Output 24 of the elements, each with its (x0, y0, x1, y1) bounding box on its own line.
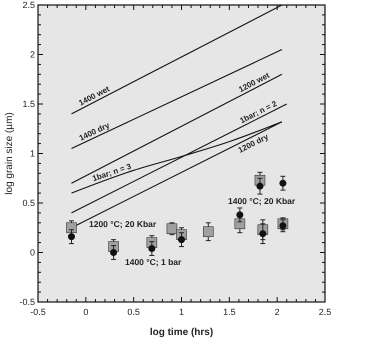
x-tick-label: 1.5 (223, 307, 236, 317)
annotation: 1400 °C; 1 bar (125, 257, 182, 267)
text: 1200 dry (236, 132, 270, 155)
x-tick-label: 2 (274, 307, 280, 317)
annotation: 1200 °C; 20 Kbar (89, 219, 157, 229)
x-tick-label: 1 (178, 307, 184, 317)
x-axis-title: log time (hrs) (150, 327, 214, 338)
y-tick-label: 0.5 (22, 198, 35, 208)
y-tick-label: 2.5 (22, 0, 35, 10)
x-tick-label: 0 (83, 307, 88, 317)
text: 1400 wet (77, 84, 112, 108)
y-axis-title: log grain size (µm) (4, 112, 15, 195)
x-tick-label: 2.5 (318, 307, 332, 317)
y-tick-label: -0.5 (19, 297, 35, 307)
text: 1bar; n = 2 (238, 98, 279, 126)
text: 1bar; n = 3 (91, 162, 133, 184)
x-tick-label: 0.5 (127, 307, 140, 317)
annotation: 1400 °C; 20 Kbar (228, 196, 296, 206)
text: 1200 wet (237, 70, 272, 94)
y-tick-label: 0 (30, 248, 35, 258)
y-tick-label: 2 (30, 50, 35, 60)
y-tick-label: 1.5 (22, 99, 35, 109)
y-tick-label: 1 (30, 148, 35, 158)
text: 1400 dry (78, 120, 112, 143)
